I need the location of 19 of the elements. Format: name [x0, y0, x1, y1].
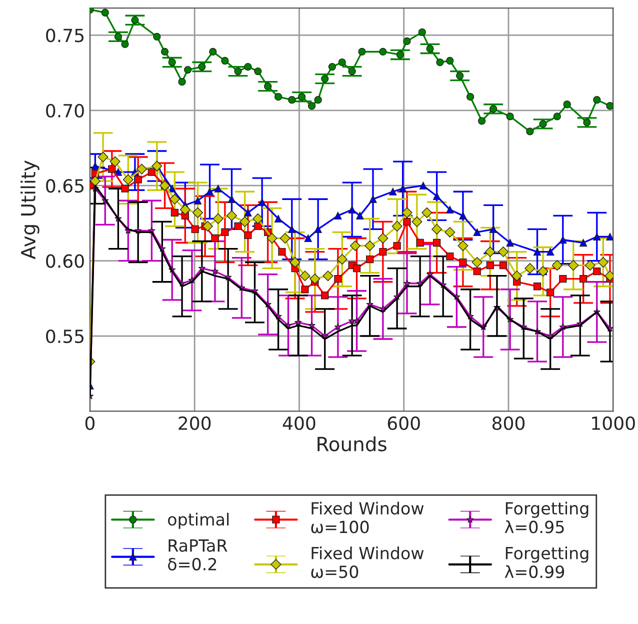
y-tick-label: 0.65 — [46, 179, 84, 193]
legend-label: Fixed Window ω=100 — [311, 502, 424, 534]
legend-label: Forgetting λ=0.95 — [504, 502, 588, 534]
x-tick-label: 200 — [178, 416, 211, 430]
y-tick-label: 0.60 — [46, 254, 84, 268]
y-tick-label: 0.75 — [46, 28, 84, 42]
x-tick-label: 600 — [388, 416, 420, 430]
legend-label: RaPTaR δ=0.2 — [168, 539, 228, 570]
x-tick-label: 1000 — [592, 416, 635, 430]
y-axis-title: Avg Utility — [20, 160, 40, 260]
x-tick-label: 0 — [85, 416, 95, 430]
x-axis-title: Rounds — [318, 436, 386, 452]
y-tick-label: 0.70 — [46, 104, 84, 118]
legend-label: optimal — [168, 512, 229, 529]
x-tick-label: 800 — [492, 416, 525, 430]
legend-label: Fixed Window ω=50 — [311, 546, 424, 578]
legend-label: Forgetting λ=0.99 — [504, 546, 588, 578]
x-tick-label: 400 — [282, 416, 316, 430]
y-tick-label: 0.55 — [46, 329, 84, 344]
